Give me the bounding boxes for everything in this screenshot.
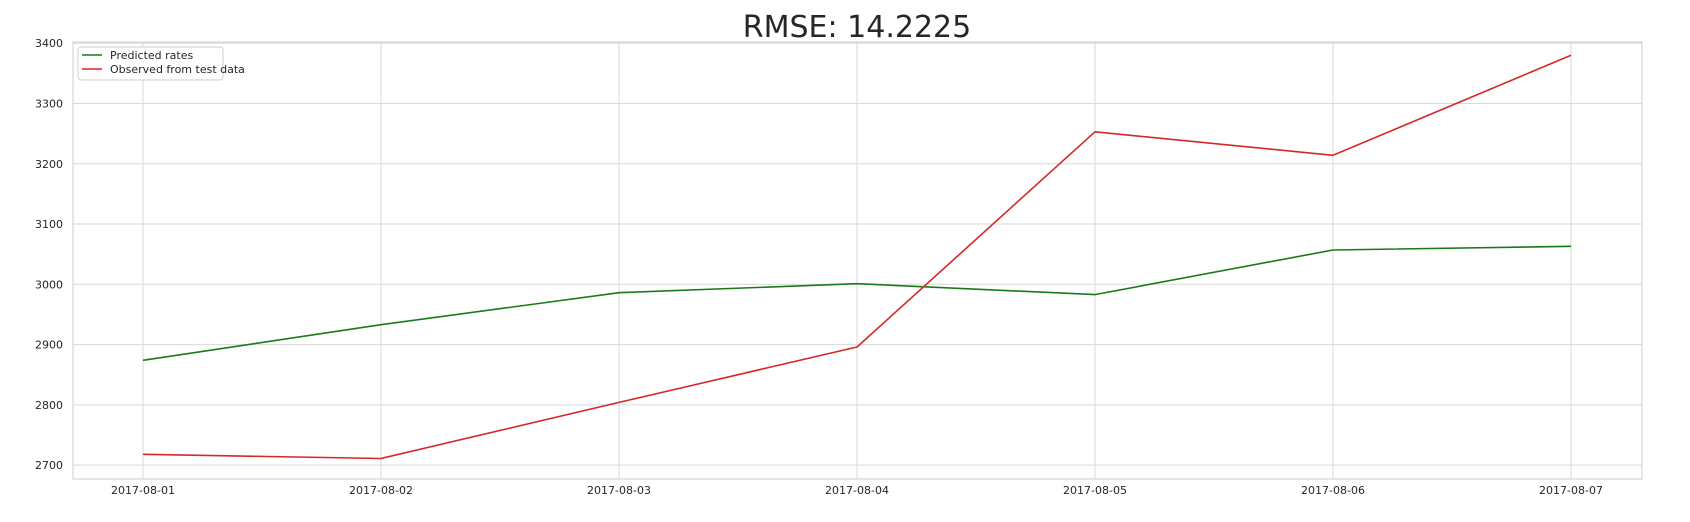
x-tick-label: 2017-08-06 [1301,484,1365,497]
y-tick-label: 3300 [35,97,63,110]
x-axis: 2017-08-01 2017-08-02 2017-08-03 2017-08-04… [111,484,1603,497]
series-line-1 [142,245,1572,362]
x-tick-label: 2017-08-04 [825,484,889,497]
y-axis: 2700 2800 2900 3000 3100 3200 3300 3400 [35,37,63,472]
plot-frame [72,41,1643,480]
y-tick-label: 3000 [35,278,63,291]
legend-box [77,46,224,81]
x-tick-label: 2017-08-02 [349,484,413,497]
grid [73,42,1642,479]
x-tick-label: 2017-08-05 [1063,484,1127,497]
series [142,54,1572,460]
x-tick-label: 2017-08-03 [587,484,651,497]
x-tick-label: 2017-08-07 [1539,484,1603,497]
legend-label: Observed from test data [110,63,245,76]
y-tick-label: 2700 [35,459,63,472]
y-tick-label: 2900 [35,339,63,352]
y-tick-label: 3100 [35,218,63,231]
chart-title: RMSE: 14.2225 [743,10,971,45]
x-tick-label: 2017-08-01 [111,484,175,497]
series-line-2 [142,54,1572,460]
y-tick-label: 3400 [35,37,63,50]
legend-label: Predicted rates [110,49,193,62]
y-tick-label: 2800 [35,399,63,412]
y-tick-label: 3200 [35,158,63,171]
